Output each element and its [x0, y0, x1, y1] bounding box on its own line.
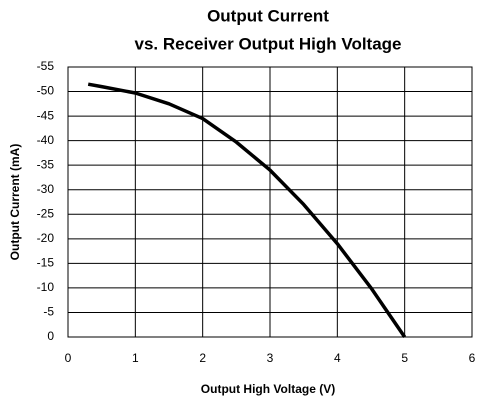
y-tick-label: -35: [37, 157, 55, 171]
y-tick-label: -40: [37, 133, 55, 147]
plot-border: [67, 66, 473, 338]
x-tick-label: 1: [132, 351, 139, 365]
x-axis-label: Output High Voltage (V): [201, 382, 335, 396]
x-tick-label: 3: [267, 351, 274, 365]
y-tick-label: -10: [37, 280, 55, 294]
y-tick-label: -30: [37, 182, 55, 196]
x-tick-label: 6: [469, 351, 476, 365]
x-tick-label: 4: [334, 351, 341, 365]
chart-title: vs. Receiver Output High Voltage: [134, 34, 401, 53]
y-tick-label: -25: [37, 206, 55, 220]
y-tick-label: -55: [37, 59, 55, 73]
y-tick-label: -5: [43, 305, 54, 319]
y-tick-label: -50: [37, 84, 55, 98]
y-axis-label: Output Current (mA): [8, 144, 22, 261]
x-tick-label: 0: [65, 351, 72, 365]
line: [87, 82, 407, 338]
y-tick-label: -15: [37, 256, 55, 270]
x-tick-label: 2: [199, 351, 206, 365]
y-tick-label: 0: [47, 329, 54, 343]
chart-title: Output Current: [207, 6, 329, 25]
y-tick-label: -20: [37, 231, 55, 245]
y-tick-label: -45: [37, 108, 55, 122]
x-tick-label: 5: [401, 351, 408, 365]
